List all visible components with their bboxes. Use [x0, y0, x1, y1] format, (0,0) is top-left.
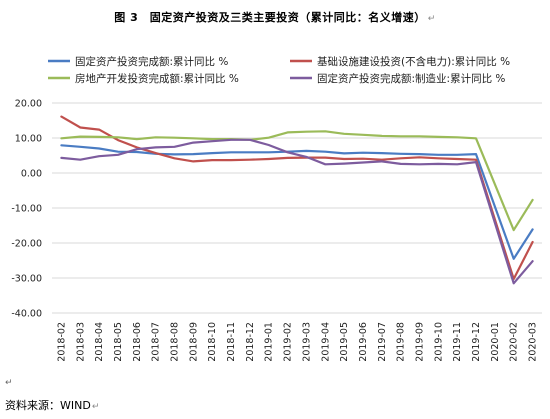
y-gridlines	[52, 102, 542, 314]
y-tick-label: -30.00	[11, 274, 42, 285]
footer-return-mark: ↵	[5, 378, 13, 388]
y-tick-label: 10.00	[15, 134, 42, 145]
x-tick-label: 2019-06	[358, 322, 369, 362]
source-note: 资料来源：WIND↵	[5, 397, 99, 413]
figure-title-text: 图 3 固定资产投资及三类主要投资（累计同比：名义增速）	[114, 11, 426, 24]
series-line-3	[60, 130, 534, 232]
x-tick-label: 2018-09	[188, 322, 199, 362]
x-tick-label: 2019-03	[301, 322, 312, 362]
x-tick-label: 2018-06	[132, 322, 143, 362]
x-tick-label: 2018-11	[226, 322, 237, 362]
x-tick-label: 2019-08	[396, 322, 407, 362]
y-tick-label: 0.00	[21, 169, 42, 180]
x-tick-label: 2019-01	[264, 322, 275, 362]
figure-title: 图 3 固定资产投资及三类主要投资（累计同比：名义增速） ↵	[0, 9, 550, 25]
x-tick-label: 2020-03	[528, 322, 539, 362]
y-tick-label: 20.00	[15, 99, 42, 110]
x-tick-label: 2019-07	[377, 322, 388, 362]
x-tick-labels: 2018-02 2018-03 2018-04 2018-05 2018-06 2018-…	[56, 322, 538, 362]
series-line-2	[60, 115, 534, 281]
x-tick-label: 2019-11	[452, 322, 463, 362]
x-tick-label: 2018-02	[56, 322, 67, 362]
x-tick-label: 2018-12	[245, 322, 256, 362]
legend-label: 基础设施建设投资(不含电力):累计同比 %	[317, 55, 510, 68]
x-tick-label: 2018-05	[113, 322, 124, 362]
series-line-1	[60, 144, 534, 260]
x-tick-label: 2018-07	[151, 322, 162, 362]
x-tick-label: 2019-04	[320, 322, 331, 362]
x-tick-label: 2020-01	[490, 322, 501, 362]
source-return-mark: ↵	[91, 402, 100, 412]
x-tick-label: 2018-08	[170, 322, 181, 362]
source-text: 资料来源：WIND	[5, 399, 91, 412]
x-tick-label: 2019-10	[433, 322, 444, 362]
series-line-4	[60, 138, 534, 285]
y-tick-label: -10.00	[11, 204, 42, 215]
x-tick-label: 2018-03	[75, 322, 86, 362]
line-chart: 固定资产投资完成额:累计同比 % 基础设施建设投资(不含电力):累计同比 % 房地产…	[11, 55, 542, 362]
legend-label: 房地产开发投资完成额:累计同比 %	[75, 72, 239, 85]
x-tick-label: 2019-05	[339, 322, 350, 362]
y-tick-label: -40.00	[11, 309, 42, 320]
x-tick-label: 2018-10	[207, 322, 218, 362]
chart-legend: 固定资产投资完成额:累计同比 % 基础设施建设投资(不含电力):累计同比 % 房地产…	[48, 55, 510, 85]
x-tick-label: 2020-02	[509, 322, 520, 362]
legend-label: 固定资产投资完成额:累计同比 %	[75, 55, 228, 68]
x-tick-label: 2019-02	[283, 322, 294, 362]
x-tick-label: 2019-09	[415, 322, 426, 362]
title-return-mark: ↵	[427, 14, 436, 24]
legend-label: 固定资产投资完成额:制造业:累计同比 %	[317, 72, 505, 85]
x-tick-label: 2019-12	[471, 322, 482, 362]
y-tick-labels: -40.00 -30.00 -20.00 -10.00 0.00 10.00 20.00	[11, 99, 42, 320]
x-tick-label: 2018-04	[94, 322, 105, 362]
y-tick-label: -20.00	[11, 239, 42, 250]
series-layer	[60, 115, 534, 285]
